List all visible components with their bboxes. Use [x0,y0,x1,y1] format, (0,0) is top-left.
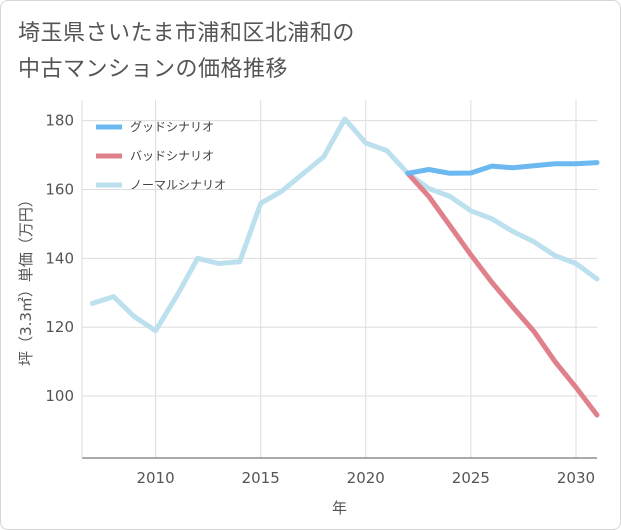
series-lines [90,116,600,418]
tick-labels: 2010 2015 2020 2025 2030 100 120 140 160 180 [45,112,595,487]
chart-title: 埼玉県さいたま市浦和区北浦和の 中古マンションの価格推移 [18,16,578,88]
series-line-good [405,160,600,176]
y-tick-label: 120 [45,318,74,336]
legend-label-bad: バッドシナリオ [130,149,214,163]
legend: グッドシナリオ バッドシナリオ ノーマルシナリオ [96,120,226,192]
series-line-bad [405,170,600,418]
series-line-normal [90,116,600,334]
grid-lines [82,100,597,458]
x-tick-label: 2020 [347,469,385,487]
x-tick-label: 2030 [557,469,595,487]
x-tick-label: 2025 [452,469,490,487]
y-axis-title: 坪（3.3㎡）単価（万円） [17,192,35,366]
y-tick-label: 160 [45,181,74,199]
y-tick-label: 100 [45,387,74,405]
y-tick-label: 140 [45,249,74,267]
legend-label-normal: ノーマルシナリオ [130,178,226,192]
chart-title-line-1: 埼玉県さいたま市浦和区北浦和の [18,21,355,46]
y-tick-label: 180 [45,112,74,130]
chart-title-line-2: 中古マンションの価格推移 [18,57,289,82]
x-tick-label: 2015 [242,469,280,487]
x-axis-title: 年 [332,499,347,517]
axes [81,100,597,459]
x-tick-label: 2010 [136,469,174,487]
legend-label-good: グッドシナリオ [130,120,214,134]
